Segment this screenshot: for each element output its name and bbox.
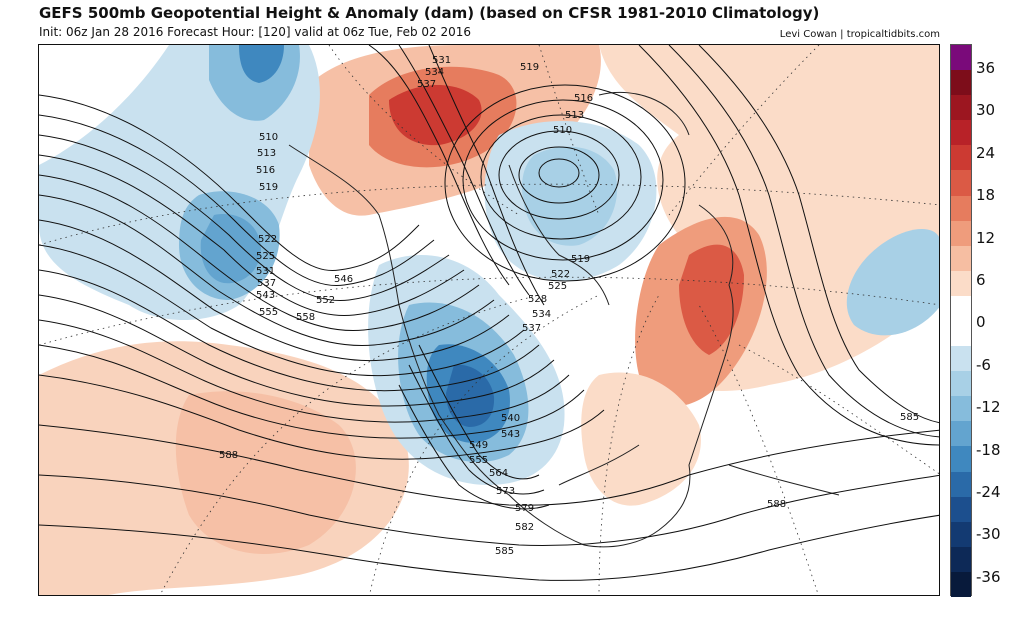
colorbar-segment — [951, 295, 971, 322]
contour-label: 588 — [219, 450, 238, 461]
contour-label: 573 — [496, 486, 515, 497]
colorbar-segment — [951, 120, 971, 146]
chart-subtitle: Init: 06z Jan 28 2016 Forecast Hour: [12… — [39, 25, 472, 39]
contour-label: 540 — [501, 413, 520, 424]
colorbar-tick-label: 36 — [976, 59, 996, 77]
contour-label: 543 — [256, 290, 275, 301]
colorbar-segment — [951, 145, 971, 171]
contour-label: 582 — [515, 522, 534, 533]
colorbar-segment — [951, 70, 971, 96]
contour-label: 579 — [515, 503, 534, 514]
colorbar-tick-label: -36 — [976, 567, 1001, 586]
colorbar-segment — [951, 321, 971, 347]
contour-label: 522 — [551, 269, 570, 280]
contour-label: 549 — [469, 440, 488, 451]
colorbar-segment — [951, 346, 971, 372]
colorbar-tick-label: 24 — [976, 143, 996, 162]
colorbar-tick-label: 30 — [976, 101, 996, 120]
contour-label: 519 — [571, 254, 590, 265]
contour-labels: 5315345375195165135105105135165195225255… — [219, 55, 919, 557]
colorbar-ticks: 36 30 24 18 12 6 0 -6 -12 -18 -24 -30 -36 — [976, 44, 1024, 596]
contour-label: 519 — [259, 182, 278, 193]
colorbar-segment — [951, 220, 971, 247]
coastlines — [288, 91, 840, 548]
colorbar-segment — [951, 45, 971, 71]
contour-label: 537 — [257, 278, 276, 289]
contour-label: 564 — [489, 468, 508, 479]
colorbar-segment — [951, 245, 971, 272]
contour-label: 585 — [495, 546, 514, 557]
colorbar-segment — [951, 371, 971, 397]
contour-label: 552 — [316, 295, 335, 306]
contour-label: 543 — [501, 429, 520, 440]
contour-label: 519 — [520, 62, 539, 73]
colorbar-segment — [951, 521, 971, 548]
colorbar-tick-label: -30 — [976, 525, 1001, 544]
height-contours — [39, 45, 939, 581]
contour-label: 510 — [553, 125, 572, 136]
map-panel: 531 534 537 519 516 513 510 510 513 516 519 522 525 5… — [38, 44, 940, 596]
contour-label: 516 — [574, 93, 593, 104]
colorbar-tick-label: -6 — [976, 355, 991, 374]
contour-label: 537 — [522, 323, 541, 334]
contour-label: 525 — [256, 251, 275, 262]
graticule — [39, 45, 939, 595]
contour-label: 528 — [528, 294, 547, 305]
colorbar-tick-label: 6 — [976, 271, 986, 289]
contour-label: 555 — [259, 307, 278, 318]
contour-label: 534 — [425, 67, 444, 78]
colorbar-tick-label: -12 — [976, 398, 1001, 417]
credit-text: Levi Cowan | tropicaltidbits.com — [779, 29, 940, 40]
colorbar-segment — [951, 446, 971, 473]
contour-label: 516 — [256, 165, 275, 176]
contour-label: 513 — [257, 148, 276, 159]
colorbar-tick-label: 0 — [976, 313, 986, 332]
colorbar-segment — [951, 270, 971, 297]
contour-label: 534 — [532, 309, 551, 320]
colorbar — [950, 44, 972, 598]
colorbar-tick-label: -24 — [976, 483, 1001, 501]
contour-label: 546 — [334, 274, 353, 285]
contour-label: 555 — [469, 455, 488, 466]
contour-label: 588 — [767, 499, 786, 510]
colorbar-segment — [951, 95, 971, 121]
colorbar-segment — [951, 471, 971, 498]
contour-label: 513 — [565, 110, 584, 121]
colorbar-segment — [951, 571, 971, 598]
contour-label: 522 — [258, 234, 277, 245]
colorbar-segment — [951, 496, 971, 523]
contour-label: 531 — [432, 55, 451, 66]
colorbar-segment — [951, 546, 971, 573]
contour-label: 537 — [417, 79, 436, 90]
colorbar-segment — [951, 396, 971, 422]
colorbar-tick-label: 18 — [976, 186, 996, 205]
map-canvas: 5315345375195165135105105135165195225255… — [39, 45, 939, 595]
contour-label: 585 — [900, 412, 919, 423]
contour-label: 558 — [296, 312, 315, 323]
colorbar-tick-label: -18 — [976, 440, 1001, 459]
chart-title: GEFS 500mb Geopotential Height & Anomaly… — [39, 4, 820, 22]
colorbar-segment — [951, 421, 971, 447]
colorbar-segment — [951, 195, 971, 222]
contour-label: 531 — [256, 266, 275, 277]
contour-label: 510 — [259, 132, 278, 143]
colorbar-segment — [951, 170, 971, 197]
contour-label: 525 — [548, 281, 567, 292]
colorbar-tick-label: 12 — [976, 228, 996, 247]
anomaly-fill — [39, 45, 939, 595]
